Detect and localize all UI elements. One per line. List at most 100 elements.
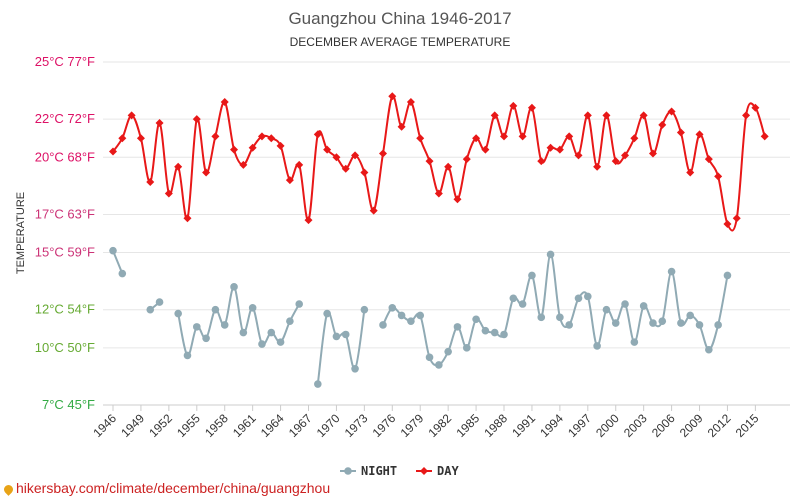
data-point-night[interactable]: [109, 246, 117, 255]
data-point-day[interactable]: [639, 111, 648, 120]
data-point-night[interactable]: [341, 330, 350, 339]
data-point-day[interactable]: [164, 189, 173, 198]
data-point-night[interactable]: [462, 344, 471, 352]
data-point-day[interactable]: [416, 134, 425, 143]
data-point-day[interactable]: [602, 111, 611, 120]
data-point-day[interactable]: [518, 132, 527, 141]
data-point-day[interactable]: [546, 143, 555, 152]
data-point-day[interactable]: [667, 107, 676, 116]
data-point-night[interactable]: [611, 319, 620, 327]
data-point-night[interactable]: [258, 340, 266, 348]
data-point-day[interactable]: [257, 132, 266, 141]
data-point-night[interactable]: [518, 300, 527, 308]
data-point-day[interactable]: [248, 143, 257, 152]
data-point-night[interactable]: [602, 305, 611, 314]
data-point-night[interactable]: [639, 302, 648, 310]
data-point-day[interactable]: [500, 132, 509, 141]
data-point-day[interactable]: [565, 132, 574, 141]
data-point-day[interactable]: [630, 134, 639, 143]
data-point-day[interactable]: [462, 155, 471, 164]
data-point-night[interactable]: [435, 361, 443, 369]
data-point-night[interactable]: [248, 304, 257, 312]
data-point-day[interactable]: [397, 122, 406, 131]
data-point-night[interactable]: [444, 347, 452, 356]
data-point-night[interactable]: [574, 294, 583, 303]
data-point-day[interactable]: [230, 145, 239, 154]
data-point-night[interactable]: [323, 309, 331, 318]
source-footer[interactable]: hikersbay.com/climate/december/china/gua…: [2, 480, 331, 496]
data-point-day[interactable]: [695, 130, 704, 139]
data-point-day[interactable]: [192, 115, 201, 124]
data-point-day[interactable]: [453, 195, 462, 204]
data-point-night[interactable]: [295, 300, 303, 308]
data-point-day[interactable]: [434, 189, 443, 198]
data-point-night[interactable]: [667, 267, 676, 276]
data-point-night[interactable]: [453, 323, 462, 331]
data-point-night[interactable]: [723, 271, 732, 280]
data-point-night[interactable]: [546, 250, 555, 259]
source-link[interactable]: hikersbay.com/climate/december/china/gua…: [16, 480, 331, 496]
data-point-night[interactable]: [416, 311, 425, 320]
data-point-night[interactable]: [528, 271, 536, 280]
data-point-day[interactable]: [341, 164, 350, 173]
data-point-day[interactable]: [220, 98, 229, 107]
data-point-night[interactable]: [183, 351, 192, 360]
data-point-day[interactable]: [239, 160, 248, 169]
legend-label-night[interactable]: NIGHT: [361, 464, 397, 478]
data-point-night[interactable]: [556, 313, 564, 322]
data-point-day[interactable]: [621, 151, 630, 160]
data-point-day[interactable]: [211, 132, 220, 141]
legend-label-day[interactable]: DAY: [437, 464, 459, 478]
data-point-day[interactable]: [537, 157, 546, 166]
data-point-day[interactable]: [481, 145, 490, 154]
data-point-night[interactable]: [286, 317, 294, 325]
data-point-day[interactable]: [583, 111, 592, 120]
data-point-day[interactable]: [276, 141, 285, 150]
data-point-day[interactable]: [304, 216, 313, 225]
data-point-day[interactable]: [332, 153, 341, 162]
data-point-day[interactable]: [183, 214, 192, 223]
data-point-day[interactable]: [704, 155, 713, 164]
data-point-day[interactable]: [295, 160, 304, 169]
data-point-night[interactable]: [500, 330, 508, 339]
data-point-night[interactable]: [174, 309, 182, 318]
data-point-day[interactable]: [751, 103, 760, 112]
data-point-day[interactable]: [285, 176, 294, 185]
data-point-day[interactable]: [360, 168, 369, 177]
data-point-day[interactable]: [174, 162, 183, 171]
data-point-night[interactable]: [314, 380, 322, 388]
data-point-day[interactable]: [490, 111, 499, 120]
data-point-night[interactable]: [649, 319, 657, 327]
data-point-night[interactable]: [397, 311, 406, 320]
data-point-day[interactable]: [723, 219, 732, 228]
data-point-day[interactable]: [648, 149, 657, 158]
data-point-night[interactable]: [593, 342, 601, 350]
data-point-night[interactable]: [360, 305, 369, 314]
data-point-day[interactable]: [378, 149, 387, 158]
data-point-night[interactable]: [220, 321, 229, 329]
data-point-night[interactable]: [630, 338, 639, 346]
data-point-night[interactable]: [192, 323, 201, 331]
data-point-day[interactable]: [658, 120, 667, 129]
data-point-night[interactable]: [472, 315, 480, 324]
data-point-night[interactable]: [490, 328, 499, 337]
data-point-day[interactable]: [742, 111, 751, 120]
data-point-day[interactable]: [155, 118, 164, 127]
data-point-night[interactable]: [509, 294, 518, 303]
data-point-day[interactable]: [369, 206, 378, 215]
data-point-night[interactable]: [537, 313, 546, 322]
data-point-night[interactable]: [351, 364, 359, 373]
data-point-day[interactable]: [527, 103, 536, 112]
data-point-day[interactable]: [472, 134, 481, 143]
data-point-night[interactable]: [565, 321, 573, 329]
data-point-night[interactable]: [658, 317, 667, 325]
data-point-night[interactable]: [146, 305, 155, 314]
data-point-night[interactable]: [425, 353, 434, 362]
data-point-day[interactable]: [313, 130, 322, 139]
data-point-day[interactable]: [676, 128, 685, 137]
data-point-night[interactable]: [695, 321, 704, 329]
data-point-night[interactable]: [155, 298, 164, 306]
data-point-night[interactable]: [621, 300, 629, 308]
data-point-night[interactable]: [584, 292, 592, 301]
data-point-day[interactable]: [109, 147, 117, 156]
